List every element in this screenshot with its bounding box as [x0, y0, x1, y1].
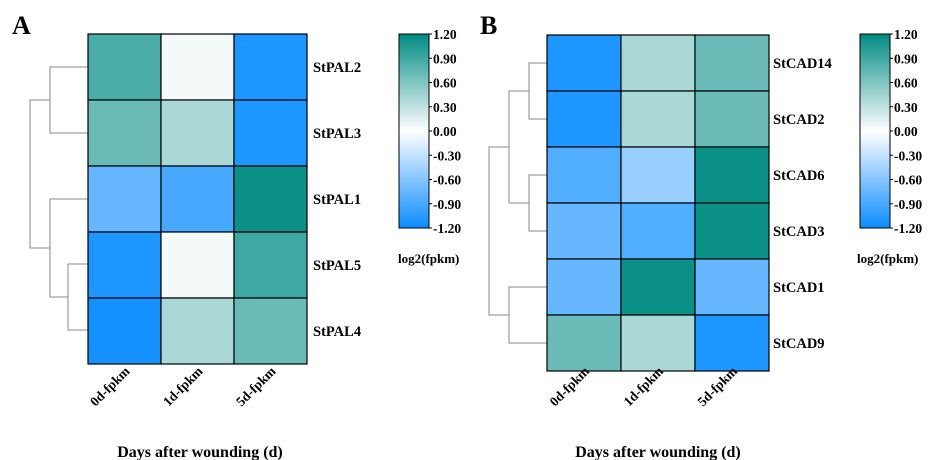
panel-b-cell-stcad9-0d-fpkm — [546, 314, 622, 372]
panel-b-row-label: StCAD2 — [773, 112, 825, 128]
panel-b-dendrogram-branch — [528, 62, 547, 120]
panel-a-row-label: StPAL2 — [313, 60, 361, 76]
panel-b-cell-stcad14-0d-fpkm — [546, 34, 622, 92]
panel-a-colorbar-tick-label: -1.20 — [433, 221, 461, 236]
panel-b-colorbar-tick-label: 0.30 — [894, 100, 918, 115]
panel-a-row-label: StPAL4 — [313, 324, 361, 340]
panel-a-colorbar-tick-label: 0.30 — [433, 100, 457, 115]
panel-b-cell-stcad1-0d-fpkm — [546, 258, 622, 316]
panel-b: BStCAD14StCAD2StCAD6StCAD3StCAD1StCAD90d… — [480, 11, 922, 460]
panel-a-cell-stpal2-1d-fpkm — [160, 33, 235, 101]
panel-a-colorbar — [398, 33, 430, 229]
panel-b-colorbar-tick-label: -0.90 — [894, 197, 922, 212]
panel-a-colorbar-title: log2(fpkm) — [398, 251, 459, 266]
panel-a-colorbar-tick-label: 1.20 — [433, 27, 457, 42]
panel-a-letter: A — [12, 11, 31, 40]
panel-a: A StPAL2 StPAL3 StPAL1 StPAL5 StPAL4 0d-fpkm 1d… — [12, 11, 461, 460]
panel-a-dendrogram-branch — [49, 198, 88, 298]
panel-a-cell-stpal2-0d-fpkm — [87, 33, 162, 101]
panel-a-colorbar-tick-label: 0.90 — [433, 51, 457, 66]
panel-b-colorbar-tick-label: -0.60 — [894, 173, 922, 188]
panel-b-colorbar-tick-label: 0.60 — [894, 76, 918, 91]
panel-a-column-label: 1d-fpkm — [160, 363, 206, 409]
panel-b-cell-stcad3-0d-fpkm — [546, 202, 622, 260]
panel-a-cell-stpal5-1d-fpkm — [160, 231, 235, 299]
panel-a-row-label: StPAL5 — [313, 258, 361, 274]
panel-b-cell-stcad14-5d-fpkm — [694, 34, 770, 92]
panel-b-cell-stcad2-5d-fpkm — [694, 90, 770, 148]
panel-a-x-axis-title: Days after wounding (d) — [117, 444, 283, 460]
panel-a-cell-stpal4-1d-fpkm — [160, 297, 235, 365]
panel-b-dendrogram-branch — [488, 146, 509, 316]
panel-a-cell-stpal3-1d-fpkm — [160, 99, 235, 167]
panel-b-row-label: StCAD14 — [773, 56, 832, 72]
panel-b-row-label: StCAD1 — [773, 280, 825, 296]
panel-a-cell-stpal5-0d-fpkm — [87, 231, 162, 299]
panel-a-cell-stpal2-5d-fpkm — [233, 33, 308, 101]
panel-b-colorbar-tick-label: 0.90 — [894, 51, 918, 66]
panel-b-dendrogram-branch — [508, 286, 547, 344]
panel-a-cell-stpal3-5d-fpkm — [233, 99, 308, 167]
panel-a-cell-stpal1-5d-fpkm — [233, 165, 308, 233]
panel-a-colorbar-tick-label: 0.00 — [433, 124, 457, 139]
panel-b-row-label: StCAD6 — [773, 168, 825, 184]
panel-a-column-label: 5d-fpkm — [233, 363, 279, 409]
panel-b-cell-stcad9-1d-fpkm — [620, 314, 696, 372]
panel-a-column-label: 0d-fpkm — [87, 363, 133, 409]
panel-a-cell-stpal4-5d-fpkm — [233, 297, 308, 365]
panel-b-cell-stcad6-1d-fpkm — [620, 146, 696, 204]
panel-a-cell-stpal1-1d-fpkm — [160, 165, 235, 233]
panel-b-cell-stcad3-1d-fpkm — [620, 202, 696, 260]
panel-b-colorbar-tick-label: -1.20 — [894, 221, 922, 236]
panel-b-colorbar-tick-label: 1.20 — [894, 27, 918, 42]
panel-a-colorbar-tick-label: -0.30 — [433, 148, 461, 163]
panel-b-colorbar-tick-label: 0.00 — [894, 124, 918, 139]
panel-b-letter: B — [480, 11, 497, 40]
panel-a-cell-stpal4-0d-fpkm — [87, 297, 162, 365]
panel-b-colorbar — [859, 33, 891, 229]
panel-b-dendrogram-branch — [508, 90, 529, 204]
panel-b-row-label: StCAD9 — [773, 336, 825, 352]
panel-a-row-label: StPAL3 — [313, 126, 361, 142]
panel-b-cell-stcad6-0d-fpkm — [546, 146, 622, 204]
panel-b-cell-stcad1-5d-fpkm — [694, 258, 770, 316]
panel-a-colorbar-tick-label: 0.60 — [433, 76, 457, 91]
panel-a-colorbar-tick-label: -0.60 — [433, 173, 461, 188]
panel-b-cell-stcad2-1d-fpkm — [620, 90, 696, 148]
panel-a-cell-stpal1-0d-fpkm — [87, 165, 162, 233]
panel-a-dendrogram-branch — [29, 99, 50, 249]
panel-b-cell-stcad2-0d-fpkm — [546, 90, 622, 148]
panel-b-x-axis-title: Days after wounding (d) — [575, 444, 741, 460]
panel-b-colorbar-tick-label: -0.30 — [894, 148, 922, 163]
panel-a-colorbar-tick-label: -0.90 — [433, 197, 461, 212]
panel-a-dendrogram-branch — [67, 263, 88, 331]
panel-b-cell-stcad9-5d-fpkm — [694, 314, 770, 372]
panel-a-row-label: StPAL1 — [313, 192, 361, 208]
panel-b-dendrogram-branch — [528, 174, 547, 232]
panel-b-cell-stcad1-1d-fpkm — [620, 258, 696, 316]
panel-b-colorbar-title: log2(fpkm) — [857, 251, 918, 266]
panel-a-cell-stpal3-0d-fpkm — [87, 99, 162, 167]
panel-b-cell-stcad3-5d-fpkm — [694, 202, 770, 260]
panel-a-cell-stpal5-5d-fpkm — [233, 231, 308, 299]
panel-b-cell-stcad6-5d-fpkm — [694, 146, 770, 204]
panel-a-dendrogram-branch — [49, 66, 88, 134]
panel-b-cell-stcad14-1d-fpkm — [620, 34, 696, 92]
panel-b-row-label: StCAD3 — [773, 224, 825, 240]
